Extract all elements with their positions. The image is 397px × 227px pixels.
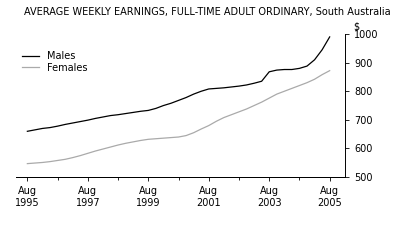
Males xyxy=(25,130,30,133)
Males xyxy=(116,113,120,116)
Females xyxy=(25,162,30,165)
Males xyxy=(63,123,67,126)
Males xyxy=(55,125,60,128)
Males xyxy=(48,126,52,129)
Females xyxy=(154,137,158,140)
Females xyxy=(100,148,105,151)
Males xyxy=(320,48,324,51)
Males xyxy=(123,112,128,115)
Males xyxy=(70,122,75,124)
Females xyxy=(48,160,52,163)
Males xyxy=(222,86,226,89)
Males xyxy=(85,119,90,121)
Males xyxy=(274,69,279,72)
Males xyxy=(252,82,256,85)
Females xyxy=(229,113,234,116)
Males xyxy=(154,107,158,110)
Females xyxy=(259,101,264,104)
Females xyxy=(199,128,204,130)
Males xyxy=(138,110,143,113)
Females xyxy=(237,111,241,113)
Females xyxy=(327,69,332,72)
Females xyxy=(274,93,279,96)
Females xyxy=(33,162,37,164)
Females xyxy=(70,156,75,159)
Females xyxy=(320,73,324,76)
Females xyxy=(214,120,219,123)
Males xyxy=(304,65,309,67)
Females xyxy=(169,136,173,139)
Males xyxy=(100,116,105,118)
Females xyxy=(282,90,287,93)
Females xyxy=(252,104,256,107)
Males xyxy=(289,68,294,71)
Males xyxy=(108,114,113,117)
Males xyxy=(184,96,189,99)
Males xyxy=(176,99,181,102)
Females xyxy=(312,78,317,81)
Females xyxy=(184,134,189,137)
Males xyxy=(229,86,234,88)
Males xyxy=(33,128,37,131)
Females xyxy=(63,158,67,161)
Females xyxy=(304,81,309,84)
Line: Males: Males xyxy=(27,37,330,131)
Females xyxy=(40,161,45,164)
Females xyxy=(123,142,128,145)
Line: Females: Females xyxy=(27,71,330,164)
Females xyxy=(267,97,272,99)
Males xyxy=(297,67,302,70)
Males xyxy=(191,93,196,96)
Males xyxy=(237,85,241,87)
Females xyxy=(78,154,83,157)
Males xyxy=(169,102,173,105)
Males xyxy=(131,111,135,114)
Males xyxy=(327,36,332,38)
Males xyxy=(199,90,204,93)
Females xyxy=(297,84,302,87)
Females xyxy=(289,87,294,90)
Males xyxy=(312,58,317,61)
Females xyxy=(161,137,166,140)
Text: $: $ xyxy=(354,21,360,31)
Males xyxy=(161,104,166,107)
Females xyxy=(146,138,151,141)
Females xyxy=(131,141,135,143)
Legend: Males, Females: Males, Females xyxy=(18,47,91,77)
Males xyxy=(244,84,249,86)
Females xyxy=(244,108,249,110)
Females xyxy=(176,136,181,138)
Females xyxy=(138,139,143,142)
Females xyxy=(222,116,226,119)
Males xyxy=(267,70,272,73)
Text: AVERAGE WEEKLY EARNINGS, FULL-TIME ADULT ORDINARY, South Australia: AVERAGE WEEKLY EARNINGS, FULL-TIME ADULT… xyxy=(24,7,390,17)
Females xyxy=(116,144,120,146)
Females xyxy=(55,159,60,162)
Males xyxy=(259,80,264,83)
Males xyxy=(40,127,45,130)
Females xyxy=(93,150,98,152)
Females xyxy=(108,146,113,148)
Males xyxy=(93,117,98,120)
Males xyxy=(146,109,151,112)
Females xyxy=(85,152,90,155)
Males xyxy=(282,68,287,71)
Males xyxy=(206,88,211,90)
Females xyxy=(191,131,196,134)
Males xyxy=(214,87,219,90)
Females xyxy=(206,124,211,127)
Males xyxy=(78,120,83,123)
